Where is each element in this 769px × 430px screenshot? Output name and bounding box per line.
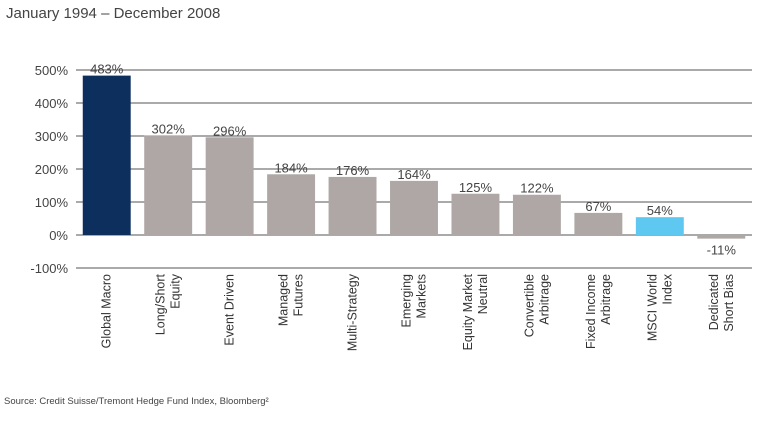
category-label-line: Multi-Strategy — [346, 273, 360, 351]
category-label: Emerging Markets — [400, 274, 429, 328]
bar-chart: -100% 0% 100% 200% 300% 400% 500% 483% 302% 296%… — [30, 62, 752, 351]
data-labels: 483% 302% 296% 184% 176% 164% 125% 122% 67% 54% -1… — [90, 62, 736, 258]
category-label-line: Arbitrage — [537, 274, 551, 325]
bar — [635, 217, 684, 235]
category-label: Event Driven — [223, 274, 237, 346]
category-label: Fixed Income Arbitrage — [584, 274, 613, 349]
data-label: 125% — [459, 180, 493, 195]
bar — [574, 212, 623, 235]
bar — [328, 176, 377, 235]
category-label-line: Fixed Income — [584, 274, 598, 349]
y-tick-label: 200% — [35, 162, 69, 177]
category-label: Dedicated Short Bias — [707, 274, 736, 332]
category-label-line: Emerging — [400, 274, 414, 328]
bar — [144, 135, 193, 235]
category-label-line: Dedicated — [707, 274, 721, 330]
y-tick-label: -100% — [30, 261, 68, 276]
category-label-line: Futures — [292, 274, 306, 316]
bar — [512, 194, 561, 235]
source-note: Source: Credit Suisse/Tremont Hedge Fund… — [4, 396, 269, 407]
data-label: 302% — [152, 121, 186, 136]
category-label: Long/Short Equity — [154, 273, 183, 335]
category-label: Multi-Strategy — [346, 273, 360, 351]
y-tick-label: 500% — [35, 63, 69, 78]
bar — [267, 174, 316, 235]
category-label-line: Event Driven — [223, 274, 237, 346]
bar — [451, 193, 500, 235]
category-label-line: Global Macro — [100, 274, 114, 348]
category-label-line: Markets — [415, 274, 429, 318]
data-label: 176% — [336, 163, 370, 178]
data-label: 54% — [647, 203, 673, 218]
category-label: Convertible Arbitrage — [522, 274, 551, 337]
category-label: Equity Market Neutral — [461, 273, 490, 350]
bar — [82, 75, 131, 235]
category-label-line: Convertible — [522, 274, 536, 337]
category-label-line: Long/Short — [154, 273, 168, 335]
y-axis-tick-labels: -100% 0% 100% 200% 300% 400% 500% — [30, 63, 68, 276]
data-label: 296% — [213, 123, 247, 138]
category-label: Managed Futures — [277, 274, 306, 326]
data-label: 122% — [520, 181, 554, 196]
data-label: 483% — [90, 62, 124, 77]
y-tick-label: 100% — [35, 195, 69, 210]
category-label-line: Short Bias — [722, 274, 736, 332]
chart-subtitle: January 1994 – December 2008 — [6, 5, 221, 22]
data-label: 164% — [397, 167, 431, 182]
bars — [82, 75, 746, 239]
data-label: 67% — [585, 199, 611, 214]
category-label: Global Macro — [100, 274, 114, 348]
bar — [697, 235, 746, 239]
category-label-line: Managed — [277, 274, 291, 326]
y-tick-label: 400% — [35, 96, 69, 111]
category-label-line: MSCI World — [645, 274, 659, 341]
category-label-line: Arbitrage — [599, 274, 613, 325]
y-tick-label: 0% — [49, 228, 68, 243]
data-label: -11% — [707, 243, 737, 258]
category-labels: Global Macro Long/Short Equity Event Driven… — [100, 273, 736, 351]
category-label-line: Neutral — [476, 274, 490, 314]
y-tick-label: 300% — [35, 129, 69, 144]
category-label-line: Equity Market — [461, 273, 475, 350]
category-label-line: Equity — [169, 273, 183, 308]
bar — [390, 180, 438, 235]
category-label-line: Index — [660, 273, 674, 304]
bar — [205, 137, 254, 235]
category-label: MSCI World Index — [645, 273, 674, 341]
data-label: 184% — [274, 160, 308, 175]
